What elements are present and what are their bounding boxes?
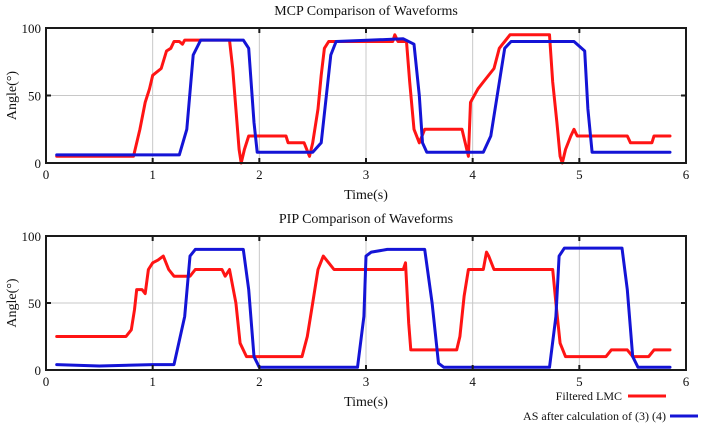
series-as-line	[55, 246, 672, 369]
y-tick-label: 100	[22, 229, 42, 244]
pip-chart: PIP Comparison of Waveforms 0 1 2 3 4 5 6 0 50 100…	[5, 212, 690, 410]
y-tick-label: 100	[22, 21, 42, 36]
x-axis-label: Time(s)	[344, 395, 388, 410]
x-tick-label: 6	[683, 374, 690, 389]
mcp-chart: MCP Comparison of Waveforms 0 1 2 3 4 5 6 0 50 100…	[5, 4, 690, 203]
legend-label-as: AS after calculation of (3) (4)	[523, 409, 666, 423]
x-tick-label: 5	[576, 167, 583, 182]
y-axis-label: Angle(°)	[5, 278, 20, 327]
y-tick-label: 50	[28, 296, 41, 311]
x-tick-label: 3	[363, 374, 370, 389]
x-tick-label: 0	[43, 374, 50, 389]
y-tick-label: 0	[35, 156, 42, 171]
legend: Filtered LMC AS after calculation of (3) …	[523, 389, 698, 423]
x-axis-label: Time(s)	[344, 188, 388, 203]
x-tick-label: 0	[43, 167, 50, 182]
x-tick-label: 3	[363, 167, 370, 182]
x-tick-label: 1	[149, 374, 156, 389]
legend-label-filtered-lmc: Filtered LMC	[556, 389, 622, 403]
series-filtered-lmc-line	[55, 33, 672, 165]
y-tick-label: 0	[35, 363, 42, 378]
x-tick-label: 5	[576, 374, 583, 389]
x-tick-label: 4	[469, 374, 476, 389]
x-tick-label: 6	[683, 167, 690, 182]
chart-title: MCP Comparison of Waveforms	[274, 4, 458, 19]
x-tick-label: 1	[149, 167, 156, 182]
y-axis-label: Angle(°)	[5, 71, 20, 120]
series-filtered-lmc-line	[55, 250, 672, 359]
x-tick-label: 2	[256, 374, 263, 389]
x-tick-label: 4	[469, 167, 476, 182]
x-tick-label: 2	[256, 167, 263, 182]
y-tick-label: 50	[28, 89, 41, 104]
series-as-line	[55, 37, 672, 157]
chart-title: PIP Comparison of Waveforms	[279, 212, 453, 227]
